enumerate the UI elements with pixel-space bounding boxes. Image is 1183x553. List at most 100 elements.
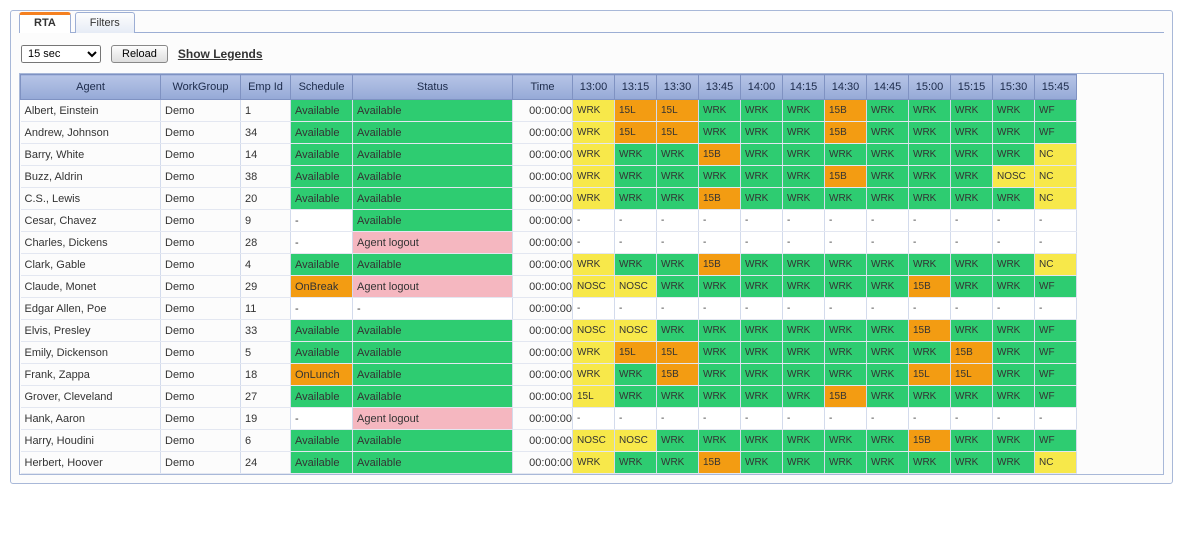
cell-slot: - [867, 232, 909, 254]
cell-status: Available [353, 210, 513, 232]
cell-slot: WRK [993, 122, 1035, 144]
col-slot-1415[interactable]: 14:15 [783, 75, 825, 100]
cell-status: Agent logout [353, 232, 513, 254]
col-slot-1500[interactable]: 15:00 [909, 75, 951, 100]
cell-slot: WRK [573, 100, 615, 122]
cell-slot: 15L [615, 122, 657, 144]
col-slot-1530[interactable]: 15:30 [993, 75, 1035, 100]
cell-slot: 15L [615, 342, 657, 364]
col-slot-1400[interactable]: 14:00 [741, 75, 783, 100]
table-row[interactable]: Edgar Allen, PoeDemo11--00:00:00--------… [21, 298, 1077, 320]
table-row[interactable]: Charles, DickensDemo28-Agent logout00:00… [21, 232, 1077, 254]
cell-slot: NOSC [573, 430, 615, 452]
col-slot-1545[interactable]: 15:45 [1035, 75, 1077, 100]
cell-slot: WRK [951, 166, 993, 188]
cell-slot: WRK [993, 144, 1035, 166]
cell-schedule: - [291, 298, 353, 320]
cell-slot: 15B [909, 320, 951, 342]
cell-slot: WRK [615, 386, 657, 408]
cell-agent: C.S., Lewis [21, 188, 161, 210]
cell-schedule: Available [291, 452, 353, 474]
cell-slot: WRK [573, 364, 615, 386]
cell-status: Available [353, 100, 513, 122]
col-status[interactable]: Status [353, 75, 513, 100]
table-row[interactable]: Harry, HoudiniDemo6AvailableAvailable00:… [21, 430, 1077, 452]
col-slot-1300[interactable]: 13:00 [573, 75, 615, 100]
cell-slot: 15L [951, 364, 993, 386]
cell-slot: WRK [909, 254, 951, 276]
table-row[interactable]: Grover, ClevelandDemo27AvailableAvailabl… [21, 386, 1077, 408]
cell-slot: - [825, 210, 867, 232]
cell-slot: - [867, 210, 909, 232]
cell-slot: WRK [909, 452, 951, 474]
table-row[interactable]: Buzz, AldrinDemo38AvailableAvailable00:0… [21, 166, 1077, 188]
table-row[interactable]: Emily, DickensonDemo5AvailableAvailable0… [21, 342, 1077, 364]
col-emp[interactable]: Emp Id [241, 75, 291, 100]
cell-slot: - [657, 408, 699, 430]
cell-agent: Edgar Allen, Poe [21, 298, 161, 320]
cell-time: 00:00:00 [513, 430, 573, 452]
cell-slot: WRK [951, 430, 993, 452]
cell-slot: - [993, 210, 1035, 232]
table-row[interactable]: Herbert, HooverDemo24AvailableAvailable0… [21, 452, 1077, 474]
col-slot-1430[interactable]: 14:30 [825, 75, 867, 100]
table-row[interactable]: Frank, ZappaDemo18OnLunchAvailable00:00:… [21, 364, 1077, 386]
table-row[interactable]: Albert, EinsteinDemo1AvailableAvailable0… [21, 100, 1077, 122]
tab-rta[interactable]: RTA [19, 12, 71, 33]
col-agent[interactable]: Agent [21, 75, 161, 100]
cell-agent: Grover, Cleveland [21, 386, 161, 408]
cell-slot: - [1035, 408, 1077, 430]
cell-workgroup: Demo [161, 232, 241, 254]
cell-slot: - [951, 210, 993, 232]
table-row[interactable]: Barry, WhiteDemo14AvailableAvailable00:0… [21, 144, 1077, 166]
cell-slot: - [909, 210, 951, 232]
cell-time: 00:00:00 [513, 408, 573, 430]
col-slot-1315[interactable]: 13:15 [615, 75, 657, 100]
col-schedule[interactable]: Schedule [291, 75, 353, 100]
cell-schedule: - [291, 408, 353, 430]
col-slot-1345[interactable]: 13:45 [699, 75, 741, 100]
cell-slot: WRK [573, 144, 615, 166]
toolbar: 15 sec Reload Show Legends [19, 39, 1164, 73]
table-row[interactable]: Clark, GableDemo4AvailableAvailable00:00… [21, 254, 1077, 276]
cell-time: 00:00:00 [513, 452, 573, 474]
cell-emp: 20 [241, 188, 291, 210]
cell-agent: Elvis, Presley [21, 320, 161, 342]
cell-status: - [353, 298, 513, 320]
cell-slot: WRK [909, 342, 951, 364]
col-slot-1515[interactable]: 15:15 [951, 75, 993, 100]
cell-slot: - [783, 298, 825, 320]
cell-workgroup: Demo [161, 210, 241, 232]
cell-slot: WRK [867, 254, 909, 276]
cell-slot: WRK [867, 452, 909, 474]
tab-filters[interactable]: Filters [75, 12, 135, 33]
reload-button[interactable]: Reload [111, 45, 168, 63]
cell-slot: WRK [783, 144, 825, 166]
cell-slot: WF [1035, 430, 1077, 452]
col-workgroup[interactable]: WorkGroup [161, 75, 241, 100]
cell-slot: WRK [951, 144, 993, 166]
cell-slot: WRK [615, 452, 657, 474]
cell-emp: 5 [241, 342, 291, 364]
col-time[interactable]: Time [513, 75, 573, 100]
cell-slot: WF [1035, 320, 1077, 342]
table-row[interactable]: Claude, MonetDemo29OnBreakAgent logout00… [21, 276, 1077, 298]
col-slot-1330[interactable]: 13:30 [657, 75, 699, 100]
table-row[interactable]: C.S., LewisDemo20AvailableAvailable00:00… [21, 188, 1077, 210]
table-row[interactable]: Cesar, ChavezDemo9-Available00:00:00----… [21, 210, 1077, 232]
refresh-interval-select[interactable]: 15 sec [21, 45, 101, 63]
cell-slot: WRK [741, 144, 783, 166]
cell-slot: WRK [909, 100, 951, 122]
col-slot-1445[interactable]: 14:45 [867, 75, 909, 100]
cell-slot: WRK [615, 254, 657, 276]
table-row[interactable]: Andrew, JohnsonDemo34AvailableAvailable0… [21, 122, 1077, 144]
grid-scroll[interactable]: Agent WorkGroup Emp Id Schedule Status T… [19, 73, 1164, 475]
cell-slot: WRK [993, 320, 1035, 342]
cell-slot: WRK [783, 254, 825, 276]
show-legends-link[interactable]: Show Legends [178, 47, 263, 61]
table-row[interactable]: Hank, AaronDemo19-Agent logout00:00:00--… [21, 408, 1077, 430]
cell-slot: 15L [657, 122, 699, 144]
table-row[interactable]: Elvis, PresleyDemo33AvailableAvailable00… [21, 320, 1077, 342]
header-row: Agent WorkGroup Emp Id Schedule Status T… [21, 75, 1077, 100]
cell-slot: - [741, 210, 783, 232]
